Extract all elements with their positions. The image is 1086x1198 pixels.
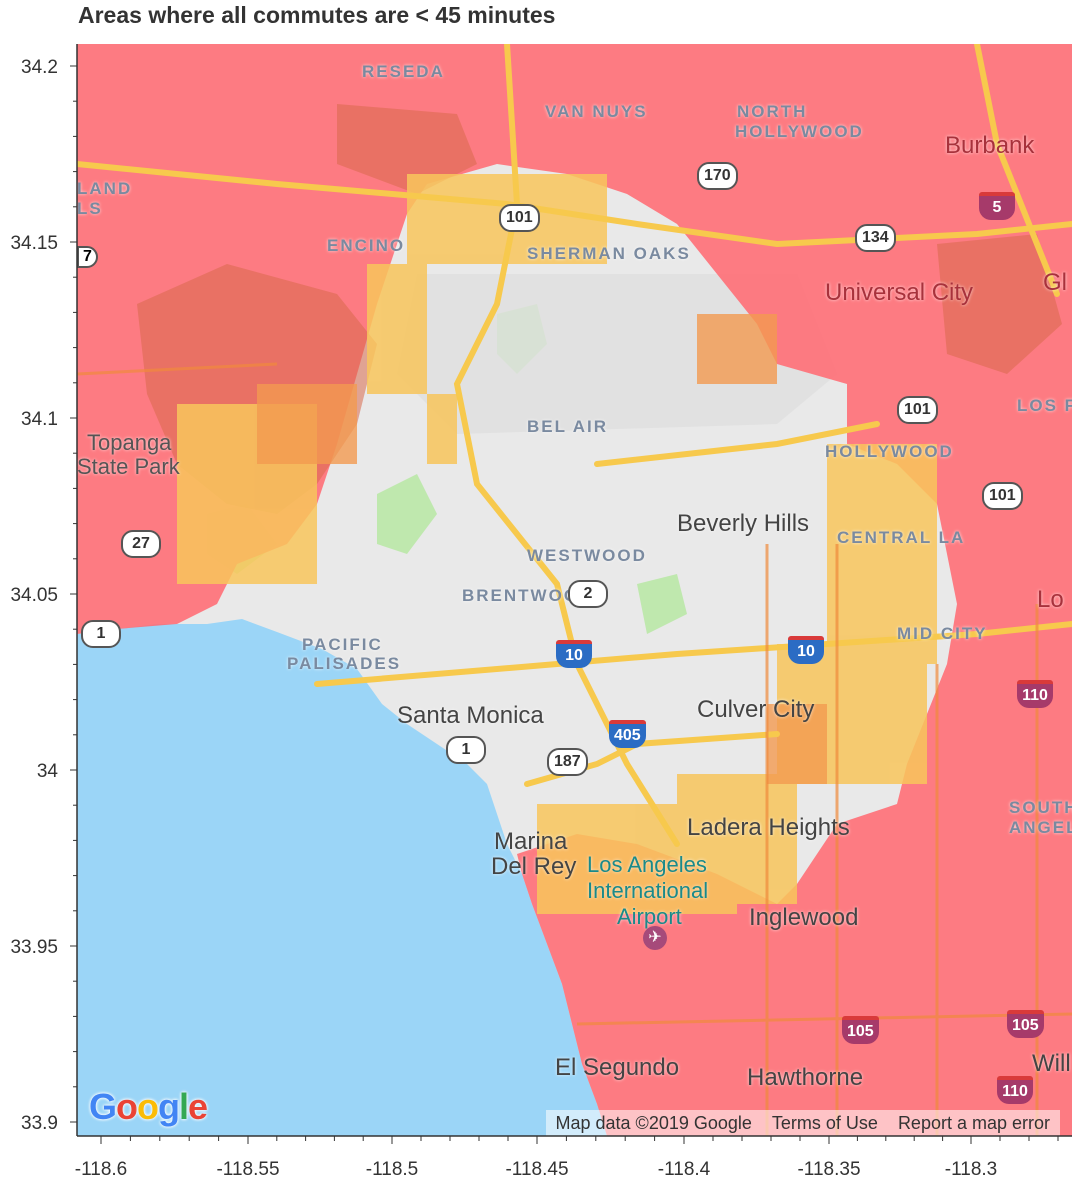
highway-shield: 405: [609, 720, 646, 748]
x-tick-label: -118.6: [75, 1159, 127, 1180]
y-tick-label: 34.15: [10, 233, 58, 254]
google-logo: Google: [89, 1086, 208, 1127]
ocean: [77, 619, 607, 1136]
place-label: CENTRAL LA: [837, 528, 966, 547]
x-tick-label: -118.45: [505, 1159, 568, 1180]
map-svg: [77, 44, 1072, 1136]
place-label: PACIFIC: [302, 635, 383, 654]
y-tick-label: 34.1: [21, 409, 58, 430]
y-tick-label: 34: [37, 761, 59, 782]
map-footer: Map data ©2019 Google Terms of Use Repor…: [545, 1110, 1060, 1136]
place-label: Hawthorne: [747, 1064, 864, 1091]
highway-shield: 110: [1017, 680, 1053, 708]
terms-link[interactable]: Terms of Use: [771, 1112, 878, 1133]
place-label: Ladera Heights: [687, 814, 850, 841]
place-label: Burbank: [945, 132, 1035, 159]
highway-shield: 10: [556, 640, 592, 668]
highway-shield: 1: [446, 736, 486, 764]
place-label: WESTWOOD: [527, 546, 647, 565]
freeways: [77, 44, 1072, 847]
highway-shield: 134: [855, 224, 896, 252]
highway-shield: 5: [979, 192, 1015, 220]
place-label: ANGELES: [1009, 818, 1072, 837]
highway-shield: 101: [499, 204, 540, 232]
arterials: [77, 362, 1072, 1136]
place-label: El Segundo: [555, 1054, 680, 1081]
place-label: LOS FELIZ: [1017, 396, 1072, 415]
highway-shield: 10: [788, 636, 824, 664]
x-tick-label: -118.3: [945, 1159, 997, 1180]
x-tick-label: -118.5: [366, 1159, 418, 1180]
place-label: LS: [77, 199, 103, 218]
place-label: Culver City: [697, 696, 815, 723]
place-label: State Park: [77, 454, 180, 479]
highway-shield: 7: [77, 246, 98, 268]
place-label: MID CITY: [897, 624, 988, 643]
highway-shield: 105: [842, 1016, 879, 1044]
overlay-orange: [257, 314, 827, 784]
highway-shield: 2: [568, 580, 608, 608]
highway-shield: 101: [982, 482, 1023, 510]
place-label: VAN NUYS: [545, 102, 648, 121]
x-tick-label: -118.4: [658, 1159, 711, 1180]
place-label: International: [587, 878, 709, 903]
place-label: Santa Monica: [397, 702, 544, 729]
place-label: HOLLYWOOD: [825, 442, 954, 461]
place-label: RESEDA: [362, 62, 445, 81]
y-tick-label: 33.95: [10, 937, 58, 958]
report-error-link[interactable]: Report a map error: [897, 1112, 1050, 1133]
highway-shield: 187: [547, 748, 588, 776]
place-label: NORTH: [737, 102, 808, 121]
place-label: SHERMAN OAKS: [527, 244, 691, 263]
place-label: Lo: [1037, 586, 1064, 613]
x-tick-label: -118.35: [797, 1159, 860, 1180]
park: [637, 574, 687, 634]
place-label: Del Rey: [491, 853, 577, 880]
place-label: Airport: [617, 904, 682, 929]
place-label: SOUTH LOS: [1009, 798, 1072, 817]
highway-shield: 27: [121, 530, 161, 558]
overlay-yellow: [177, 174, 937, 914]
place-label: Marina: [494, 828, 568, 855]
y-tick-label: 33.9: [21, 1113, 58, 1134]
place-label: Beverly Hills: [677, 510, 810, 537]
place-label: BRENTWOOD: [462, 586, 594, 605]
place-label: Inglewood: [749, 904, 859, 931]
y-tick-label: 34.05: [10, 585, 58, 606]
place-label: Will: [1032, 1050, 1071, 1077]
place-label: Los Angeles: [587, 852, 707, 877]
highway-shield: 101: [897, 396, 938, 424]
highway-shield: 170: [697, 162, 738, 190]
highway-shield: 105: [1007, 1010, 1044, 1038]
place-label: Gl: [1043, 269, 1067, 296]
map-data-credit: Map data ©2019 Google: [555, 1112, 752, 1133]
place-label: Universal City: [825, 279, 974, 306]
place-label: BEL AIR: [527, 417, 609, 436]
airport-icon: ✈: [643, 926, 667, 950]
x-tick-label: -118.55: [216, 1159, 279, 1180]
place-label: LAND: [77, 179, 133, 198]
chart-title: Areas where all commutes are < 45 minute…: [78, 2, 556, 28]
y-tick-label: 34.2: [21, 57, 58, 78]
highway-shield: 110: [997, 1076, 1033, 1104]
place-label: HOLLYWOOD: [735, 122, 864, 141]
highway-shield: 1: [81, 620, 121, 648]
park: [377, 474, 437, 554]
place-label: ENCINO: [327, 236, 406, 255]
place-label: Topanga: [87, 430, 172, 455]
map-canvas[interactable]: RESEDA VAN NUYS NORTH HOLLYWOOD Burbank LAND L…: [77, 44, 1072, 1136]
place-label: PALISADES: [287, 654, 402, 673]
